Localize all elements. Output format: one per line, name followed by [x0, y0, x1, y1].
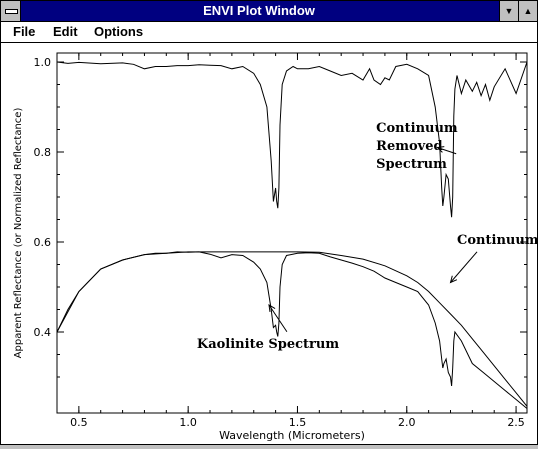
y-tick-label: 1.0 [34, 56, 52, 69]
spectrum-plot: 0.5 1.0 1.5 2.0 2.5 0.4 0.6 0.8 1.0 Continuum Rem… [13, 52, 538, 442]
annotation-text-2: Continuum [457, 233, 537, 248]
annotation-text-3: Kaolinite Spectrum [197, 337, 339, 352]
annotation-text-1: Spectrum [376, 157, 447, 172]
annotation-arrow-1 [437, 147, 457, 155]
plot-area: 0.5 1.0 1.5 2.0 2.5 0.4 0.6 0.8 1.0 Continuum Rem… [1, 43, 538, 444]
x-tick-label: 0.5 [70, 416, 88, 429]
tick-marks: 0.5 1.0 1.5 2.0 2.5 0.4 0.6 0.8 1.0 [34, 53, 527, 429]
y-tick-label: 0.6 [34, 236, 52, 249]
menu-options[interactable]: Options [94, 24, 144, 39]
menu-bar: File Edit Options [1, 22, 537, 43]
y-axis-label: Apparent Reflectance (or Normalized Refl… [13, 108, 24, 359]
window-title: ENVI Plot Window [203, 3, 315, 18]
x-tick-label: 1.0 [179, 416, 197, 429]
x-axis-label: Wavelength (Micrometers) [219, 429, 365, 442]
annotation-arrow-3 [268, 304, 288, 333]
x-tick-label: 2.0 [398, 416, 416, 429]
x-tick-label: 1.5 [289, 416, 307, 429]
y-tick-label: 0.4 [34, 326, 52, 339]
x-tick-label: 2.5 [507, 416, 525, 429]
plot-annotations: Continuum Removed Spectrum Continuum Kaolini… [197, 121, 538, 352]
annotation-arrow-2 [450, 251, 478, 283]
y-tick-label: 0.8 [34, 146, 52, 159]
title-bar[interactable]: ENVI Plot Window ▼ ▲ [1, 1, 537, 22]
minimize-button[interactable]: ▼ [499, 1, 518, 21]
series-line-3 [57, 251, 527, 407]
system-menu-icon[interactable] [1, 1, 21, 21]
annotation-arrowhead-1 [436, 146, 445, 153]
annotation-text-1: Continuum [376, 121, 458, 136]
plot-series [57, 61, 527, 409]
annotation-arrowhead-2 [449, 275, 458, 284]
annotation-text-1: Removed [376, 139, 442, 154]
maximize-button[interactable]: ▲ [518, 1, 537, 21]
series-line-1 [57, 61, 527, 218]
plot-axes [56, 52, 528, 414]
plot-frame [56, 52, 528, 414]
menu-edit[interactable]: Edit [53, 24, 78, 39]
annotation-arrowhead-3 [268, 304, 276, 312]
menu-file[interactable]: File [13, 24, 36, 39]
